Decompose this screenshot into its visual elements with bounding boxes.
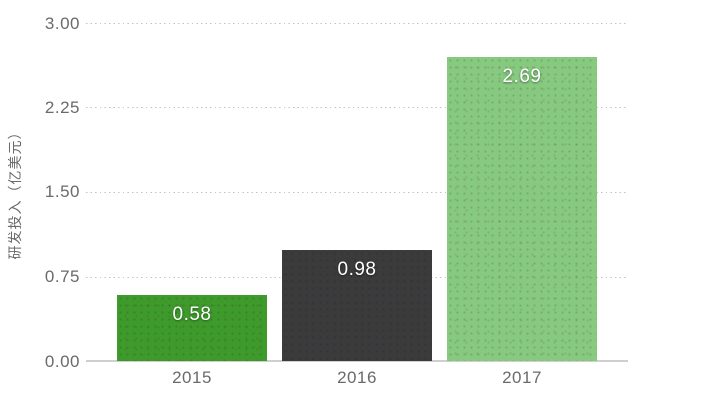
y-tick-label-1.50: 1.50 [44,182,80,201]
bar-2015: 0.58 [117,295,267,361]
bar-value-label-2016: 0.98 [337,259,377,280]
x-axis-line [86,360,628,362]
x-tick-label-2017: 2017 [502,368,542,387]
gridline-3.00 [86,23,628,24]
bar-2016: 0.98 [282,250,432,361]
gridline-2.25 [86,107,628,108]
y-tick-label-0.75: 0.75 [44,267,80,286]
gridline-1.50 [86,192,628,193]
x-tick-label-2015: 2015 [172,368,212,387]
bar-value-label-2017: 2.69 [502,66,542,87]
x-tick-label-2016: 2016 [337,368,377,387]
bar-2017: 2.69 [447,57,597,361]
bar-value-label-2015: 0.58 [172,304,212,325]
y-tick-label-3.00: 3.00 [44,14,80,33]
y-tick-label-0.00: 0.00 [44,352,80,371]
y-tick-label-2.25: 2.25 [44,98,80,117]
